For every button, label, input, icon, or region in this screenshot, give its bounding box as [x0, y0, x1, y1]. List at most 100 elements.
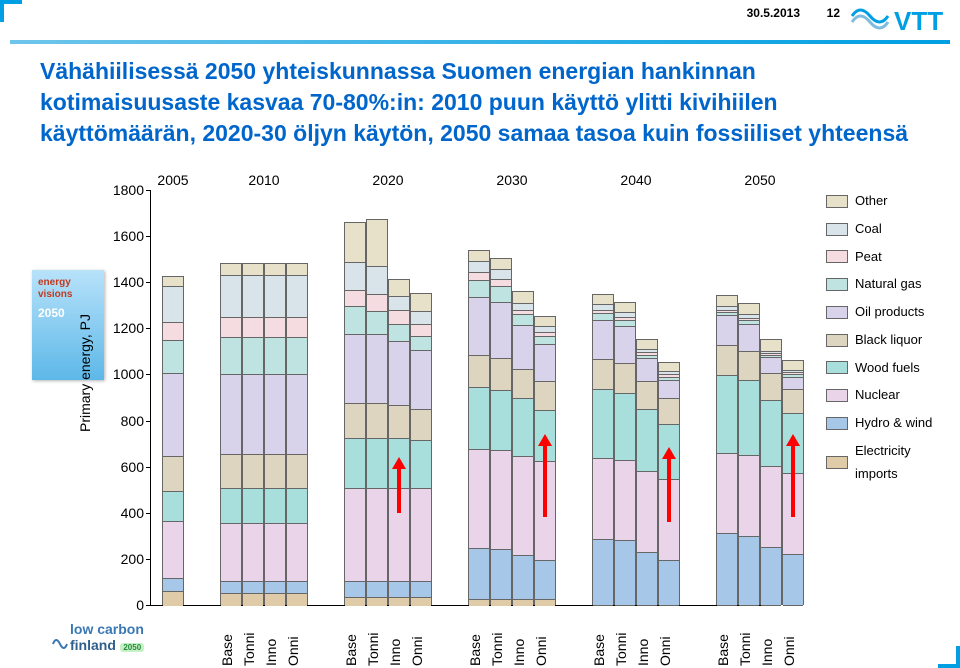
- bar-segment: [491, 302, 511, 358]
- x-label: Inno: [635, 639, 651, 666]
- legend-item: Natural gas: [826, 273, 946, 296]
- bar-segment: [389, 597, 409, 606]
- bar-segment: [761, 373, 781, 400]
- bar-segment: [593, 359, 613, 389]
- legend-item: Nuclear: [826, 384, 946, 407]
- year-label: 2010: [234, 172, 294, 188]
- bar-segment: [163, 322, 183, 339]
- bar-segment: [739, 304, 759, 314]
- bar-segment: [491, 279, 511, 286]
- bar-segment: [491, 450, 511, 549]
- year-label: 2020: [358, 172, 418, 188]
- y-tick: 1800: [100, 182, 144, 198]
- x-label: Tonni: [365, 633, 381, 666]
- bar-segment: [659, 363, 679, 371]
- legend-label: Other: [855, 190, 888, 213]
- legend-item: Peat: [826, 246, 946, 269]
- bar-segment: [411, 311, 431, 324]
- bar-segment: [513, 325, 533, 369]
- bar-segment: [221, 454, 241, 489]
- bar-segment: [717, 533, 737, 604]
- bar-segment: [287, 454, 307, 489]
- legend-label: Electricity imports: [855, 440, 946, 486]
- bar-segment: [265, 454, 285, 489]
- bar-segment: [163, 456, 183, 491]
- bar-segment: [739, 536, 759, 605]
- bar-segment: [163, 578, 183, 591]
- bar-segment: [469, 449, 489, 548]
- legend-swatch: [826, 195, 848, 208]
- bar-segment: [783, 389, 803, 413]
- bar-segment: [243, 264, 263, 276]
- bar-segment: [717, 315, 737, 345]
- bar-segment: [761, 357, 781, 373]
- bar-segment: [593, 313, 613, 320]
- bar-segment: [243, 523, 263, 581]
- bar-segment: [469, 251, 489, 261]
- y-tick: 600: [100, 459, 144, 475]
- x-label: Inno: [263, 639, 279, 666]
- bar-segment: [345, 306, 365, 334]
- bar: [614, 302, 636, 605]
- bar-segment: [513, 555, 533, 599]
- bar-segment: [367, 266, 387, 294]
- legend-label: Oil products: [855, 301, 924, 324]
- bar-segment: [265, 581, 285, 594]
- year-label: 2005: [143, 172, 203, 188]
- legend-swatch: [826, 361, 848, 374]
- bar-segment: [265, 317, 285, 338]
- bar-segment: [163, 373, 183, 456]
- bar-segment: [411, 409, 431, 440]
- legend: OtherCoalPeatNatural gasOil productsBlac…: [826, 190, 946, 490]
- bar-segment: [535, 317, 555, 326]
- arrow-indicator: [543, 444, 547, 518]
- bar-segment: [265, 264, 285, 276]
- bar: [410, 293, 432, 605]
- bar-segment: [367, 220, 387, 266]
- bar-segment: [513, 456, 533, 555]
- legend-item: Oil products: [826, 301, 946, 324]
- bar-segment: [637, 409, 657, 471]
- bar-segment: [783, 554, 803, 605]
- bar-segment: [163, 591, 183, 606]
- bar-segment: [243, 337, 263, 374]
- legend-label: Natural gas: [855, 273, 921, 296]
- bar-segment: [389, 405, 409, 437]
- bar-segment: [469, 387, 489, 449]
- bar-segment: [717, 375, 737, 452]
- legend-item: Coal: [826, 218, 946, 241]
- x-label: Inno: [387, 639, 403, 666]
- y-tick: 1200: [100, 320, 144, 336]
- bar-segment: [345, 334, 365, 403]
- page-title: Vähähiilisessä 2050 yhteiskunnassa Suome…: [40, 56, 910, 149]
- bar-segment: [287, 264, 307, 276]
- x-label: Tonni: [489, 633, 505, 666]
- bar: [636, 339, 658, 605]
- bar-segment: [535, 599, 555, 606]
- bar-segment: [469, 599, 489, 606]
- year-label: 2030: [482, 172, 542, 188]
- bar-segment: [593, 320, 613, 359]
- bar-segment: [761, 466, 781, 547]
- book-line1: energy: [38, 278, 71, 288]
- bar-segment: [659, 380, 679, 398]
- y-tick: 1600: [100, 228, 144, 244]
- bar-segment: [367, 581, 387, 597]
- bar-segment: [739, 324, 759, 352]
- y-tick: 1400: [100, 274, 144, 290]
- legend-swatch: [826, 389, 848, 402]
- bar-segment: [615, 460, 635, 541]
- bar-segment: [717, 345, 737, 375]
- bar-segment: [411, 581, 431, 597]
- bar-segment: [221, 337, 241, 374]
- bar-segment: [659, 560, 679, 605]
- legend-label: Wood fuels: [855, 357, 920, 380]
- arrow-indicator: [667, 457, 671, 522]
- x-label: Base: [219, 634, 235, 666]
- bar-segment: [287, 523, 307, 581]
- bar-segment: [615, 540, 635, 605]
- bar-segment: [265, 337, 285, 374]
- bar-segment: [761, 340, 781, 350]
- year-label: 2050: [730, 172, 790, 188]
- legend-item: Hydro & wind: [826, 412, 946, 435]
